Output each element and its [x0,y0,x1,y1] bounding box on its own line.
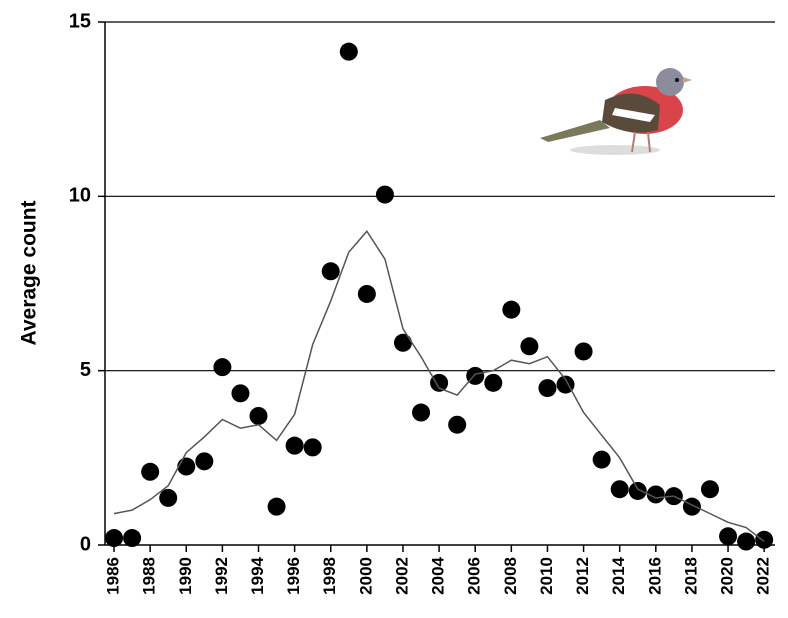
point [285,436,304,455]
x-tick-label: 2022 [754,557,773,595]
point [484,373,503,392]
point [249,406,268,425]
point [123,529,142,548]
point [646,485,665,504]
point [267,497,286,516]
point [610,480,629,499]
point [755,530,774,549]
x-tick-label: 2008 [501,557,520,595]
point [628,481,647,500]
x-tick-label: 2020 [718,557,737,595]
point [430,373,449,392]
point [141,462,160,481]
x-tick-label: 2016 [645,557,664,595]
y-tick-label: 5 [80,359,91,381]
point [321,262,340,281]
point [448,415,467,434]
x-tick-label: 2014 [609,556,628,594]
x-tick-label: 1998 [320,557,339,595]
trend-line [113,229,765,543]
point [231,384,250,403]
point [339,42,358,61]
y-tick-label: 0 [80,533,91,555]
point [592,450,611,469]
x-tick-label: 2012 [573,557,592,595]
y-tick-label: 10 [69,185,91,207]
x-tick-label: 1990 [176,557,195,595]
bird-illustration [540,68,692,155]
x-tick-label: 2006 [465,557,484,595]
point [303,438,322,457]
point [574,342,593,361]
x-tick-label: 2004 [429,556,448,594]
point [737,532,756,551]
x-tick-label: 1994 [248,556,267,594]
x-tick-label: 2010 [537,557,556,595]
point [700,480,719,499]
y-tick-label: 15 [69,10,91,32]
x-tick-label: 1996 [284,557,303,595]
point [682,497,701,516]
point [375,185,394,204]
point [719,527,738,546]
x-tick-label: 1986 [104,557,123,595]
point [393,333,412,352]
x-tick-label: 1988 [140,557,159,595]
x-tick-label: 2000 [356,557,375,595]
x-tick-label: 1992 [212,557,231,595]
x-tick-label: 2002 [392,557,411,595]
point [159,488,178,507]
x-tick-label: 2018 [681,557,700,595]
point [213,358,232,377]
point [195,452,214,471]
point [177,457,196,476]
point [105,529,124,548]
point [412,403,431,422]
point [502,300,521,319]
point [538,379,557,398]
y-axis-label: Average count [18,200,41,345]
point [357,284,376,303]
point [520,337,539,356]
